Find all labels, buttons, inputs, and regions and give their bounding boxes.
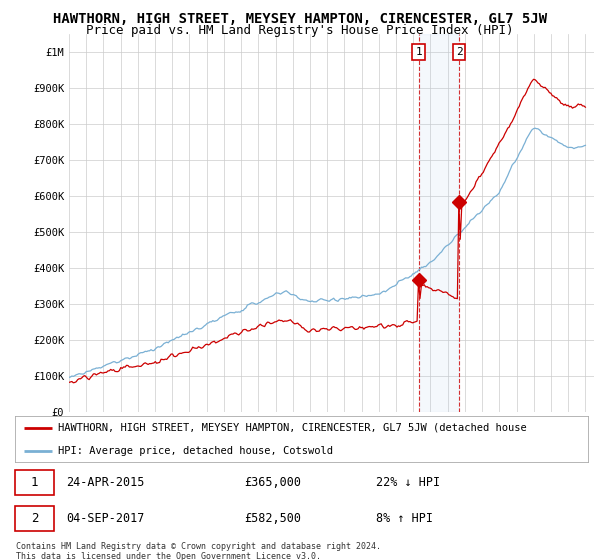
Text: Contains HM Land Registry data © Crown copyright and database right 2024.
This d: Contains HM Land Registry data © Crown c… bbox=[16, 542, 381, 560]
Text: HAWTHORN, HIGH STREET, MEYSEY HAMPTON, CIRENCESTER, GL7 5JW (detached house: HAWTHORN, HIGH STREET, MEYSEY HAMPTON, C… bbox=[58, 423, 527, 432]
Text: £582,500: £582,500 bbox=[244, 512, 301, 525]
Text: HPI: Average price, detached house, Cotswold: HPI: Average price, detached house, Cots… bbox=[58, 446, 333, 455]
Text: 1: 1 bbox=[31, 476, 38, 489]
Text: Price paid vs. HM Land Registry's House Price Index (HPI): Price paid vs. HM Land Registry's House … bbox=[86, 24, 514, 36]
FancyBboxPatch shape bbox=[15, 506, 54, 531]
Text: 04-SEP-2017: 04-SEP-2017 bbox=[67, 512, 145, 525]
Text: 2: 2 bbox=[456, 47, 463, 57]
Text: 24-APR-2015: 24-APR-2015 bbox=[67, 476, 145, 489]
Text: 2: 2 bbox=[31, 512, 38, 525]
Text: 22% ↓ HPI: 22% ↓ HPI bbox=[376, 476, 440, 489]
Text: 8% ↑ HPI: 8% ↑ HPI bbox=[376, 512, 433, 525]
FancyBboxPatch shape bbox=[15, 470, 54, 495]
Bar bbox=[419, 34, 459, 412]
Text: 1: 1 bbox=[415, 47, 422, 57]
Text: £365,000: £365,000 bbox=[244, 476, 301, 489]
Text: HAWTHORN, HIGH STREET, MEYSEY HAMPTON, CIRENCESTER, GL7 5JW: HAWTHORN, HIGH STREET, MEYSEY HAMPTON, C… bbox=[53, 12, 547, 26]
